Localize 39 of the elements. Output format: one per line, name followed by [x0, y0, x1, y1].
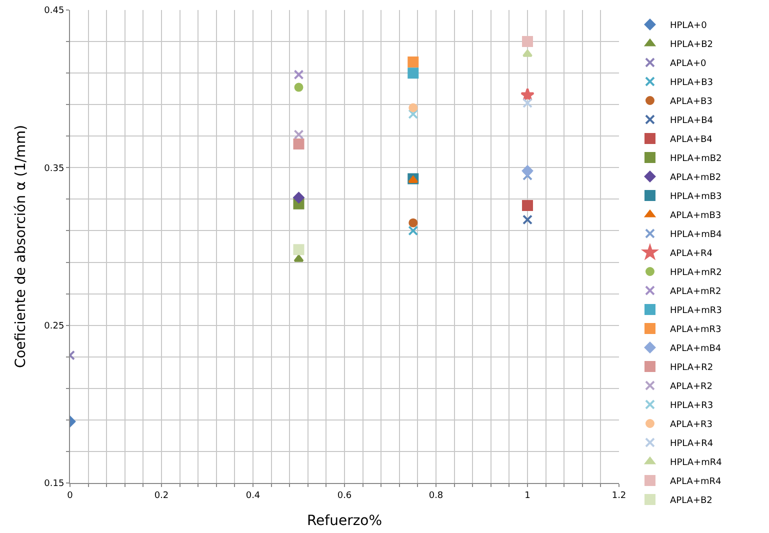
x-tick-label: 0.6: [337, 490, 352, 501]
x-tick-label: 0.2: [154, 490, 169, 501]
x-tick-label: 0.8: [428, 490, 444, 501]
legend-label: HPLA+mB2: [670, 154, 722, 164]
x-tick-label: 1: [524, 490, 530, 501]
y-tick-label: 0.45: [44, 6, 64, 16]
y-tick-label: 0.15: [44, 479, 64, 490]
x-tick-label: 0: [67, 490, 74, 501]
y-tick-label: 0.35: [44, 164, 64, 174]
legend-label: HPLA+R3: [670, 401, 714, 412]
legend-label: HPLA+mR4: [670, 458, 722, 468]
legend-label: APLA+R4: [670, 249, 713, 260]
x-tick-label: 0.4: [246, 490, 260, 501]
legend-label: HPLA+R2: [670, 363, 714, 374]
legend-label: APLA+mB3: [670, 211, 722, 222]
legend-label: APLA+0: [670, 59, 706, 70]
legend-label: APLA+B4: [670, 135, 713, 146]
x-axis-title: Refuerzo%: [306, 513, 382, 530]
y-tick-label: 0.25: [44, 321, 64, 332]
legend-label: APLA+mR3: [670, 325, 722, 336]
legend-label: HPLA+mR2: [670, 268, 722, 278]
legend-label: HPLA+mB4: [670, 230, 722, 240]
legend-label: HPLA+mB3: [670, 192, 722, 202]
legend-label: APLA+mB2: [670, 173, 722, 184]
legend-label: APLA+B2: [670, 496, 712, 506]
legend-label: APLA+R2: [670, 382, 712, 392]
legend-label: APLA+mR2: [670, 287, 722, 298]
legend-label: APLA+R3: [670, 420, 712, 430]
x-tick-label: 1.2: [612, 490, 626, 501]
legend-label: APLA+mB4: [670, 344, 722, 354]
y-axis-title: Coeficiente de absorción α (1/mm): [12, 124, 29, 368]
legend-label: HPLA+B2: [670, 40, 713, 50]
legend-label: HPLA+B4: [670, 116, 714, 126]
legend-label: APLA+B3: [670, 97, 712, 108]
legend-label: HPLA+0: [670, 21, 708, 32]
legend-label: APLA+mR4: [670, 477, 722, 488]
legend-label: HPLA+mR3: [670, 306, 722, 316]
legend-label: HPLA+B3: [670, 78, 713, 88]
legend-label: HPLA+R4: [670, 439, 714, 450]
